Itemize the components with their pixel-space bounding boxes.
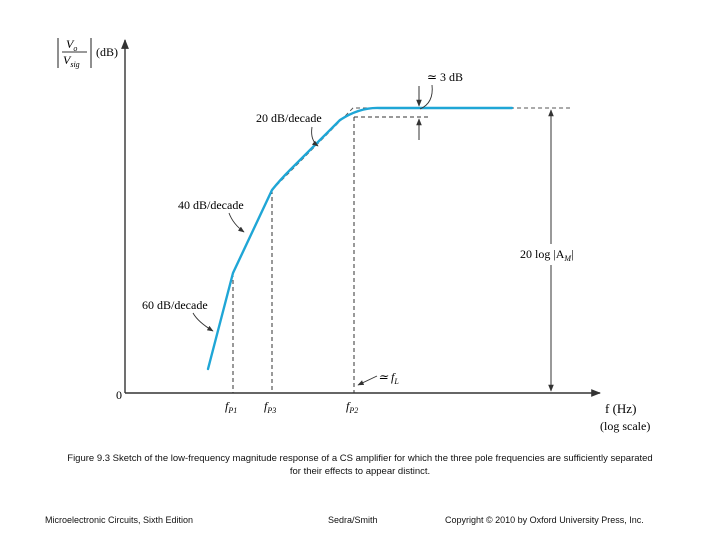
tick-fp1: fP1 <box>225 399 237 415</box>
caption-line-1: Figure 9.3 Sketch of the low-frequency m… <box>67 453 653 464</box>
footer-copyright: Copyright © 2010 by Oxford University Pr… <box>445 515 644 525</box>
fL-label: ≃ fL <box>378 370 399 386</box>
response-curve <box>206 106 514 371</box>
slope-60-label: 60 dB/decade <box>142 298 208 312</box>
slope-40-label: 40 dB/decade <box>178 198 244 212</box>
svg-text:Vsig: Vsig <box>63 53 80 69</box>
x-axis-scale-label: (log scale) <box>600 419 650 433</box>
db3-label: ≃ 3 dB <box>427 70 463 84</box>
tick-fp2: fP2 <box>346 399 358 415</box>
slope-20-label: 20 dB/decade <box>256 111 322 125</box>
footer-authors: Sedra/Smith <box>328 515 378 525</box>
gain-label: 20 log |AM| <box>520 247 573 263</box>
tick-fp3: fP3 <box>264 399 276 415</box>
db3-leader <box>419 84 433 110</box>
caption-line-2: for their effects to appear distinct. <box>289 466 431 477</box>
x-axis-label: f (Hz) <box>605 401 636 416</box>
figure-caption: Figure 9.3 Sketch of the low-frequency m… <box>40 452 680 478</box>
y-axis-label: Vo Vsig (dB) <box>57 37 118 69</box>
svg-text:(dB): (dB) <box>96 45 118 59</box>
svg-text:Vo: Vo <box>66 37 77 53</box>
footer-book-title: Microelectronic Circuits, Sixth Edition <box>45 515 194 525</box>
origin-label: 0 <box>116 388 122 402</box>
fL-arrow <box>357 375 378 386</box>
